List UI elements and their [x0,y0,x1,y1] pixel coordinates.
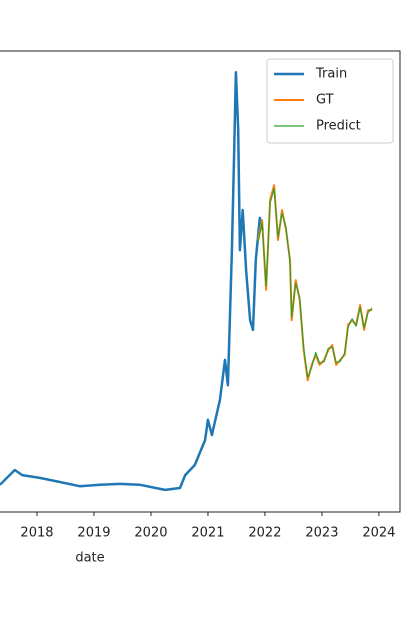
x-tick-label: 2019 [77,526,110,541]
legend-label: GT [316,93,334,108]
x-tick-label: 2020 [134,526,167,541]
legend-box [266,58,394,144]
x-tick-label: 2023 [305,526,338,541]
x-axis-label: date [75,551,104,566]
legend-label: Predict [316,119,361,134]
x-tick-label: 2018 [20,526,53,541]
series-line [257,187,373,378]
series-line [257,184,373,382]
x-tick-label: 2024 [362,526,395,541]
plot-frame [0,50,401,513]
legend-label: Train [315,67,347,82]
series-line [0,70,264,492]
legend: Train GT Predict [266,58,394,144]
x-tick-label: 2022 [248,526,281,541]
x-tick-label: 2021 [191,526,224,541]
